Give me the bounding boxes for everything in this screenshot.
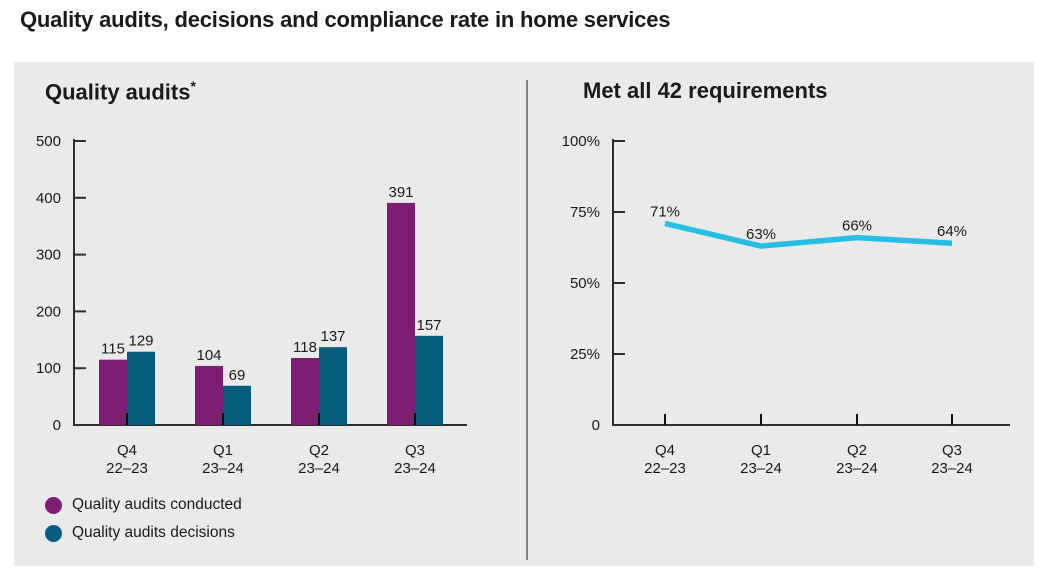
y-tick-label: 75% (570, 204, 600, 221)
bar-value-label: 391 (388, 184, 413, 201)
bar-value-label: 129 (128, 333, 153, 350)
x-category-label: Q3 23–24 (931, 442, 973, 477)
point-value-label: 64% (937, 223, 967, 240)
x-category-label: Q1 23–24 (202, 442, 244, 477)
y-tick-label: 0 (592, 417, 600, 434)
bar-value-label: 115 (101, 341, 125, 358)
bar-value-label: 137 (320, 328, 345, 345)
bar-conducted (291, 357, 319, 425)
bar-chart-title: Quality audits* (45, 78, 196, 105)
y-tick-label: 400 (36, 190, 61, 207)
bar-value-label: 104 (196, 347, 221, 364)
point-value-label: 63% (746, 226, 776, 243)
compliance-rate-line-chart: 0 25% 50% 75% 100% Q4 22–23 Q1 23–24 Q2 23–24 Q3 23–… (562, 133, 1010, 477)
page-title: Quality audits, decisions and compliance… (20, 7, 671, 32)
legend: Quality audits conducted Quality audits d… (45, 491, 242, 547)
bar-conducted (387, 202, 415, 425)
bar-value-label: 69 (229, 367, 246, 384)
y-tick-label: 100 (36, 360, 61, 377)
x-category-label: Q4 22–23 (644, 442, 686, 477)
bar-decisions (319, 347, 347, 425)
y-tick-label: 25% (570, 346, 600, 363)
bar-conducted (195, 365, 223, 425)
point-value-label: 71% (650, 203, 680, 220)
legend-item-label: Quality audits decisions (72, 524, 235, 541)
x-category-label: Q3 23–24 (394, 442, 436, 477)
point-value-label: 66% (842, 218, 872, 235)
y-tick-label: 0 (53, 417, 61, 434)
y-tick-label: 300 (36, 247, 61, 264)
trend-line (664, 220, 953, 249)
legend-swatch-conducted (45, 496, 62, 514)
x-category-label: Q2 23–24 (836, 442, 878, 477)
x-category-label: Q4 22–23 (106, 442, 148, 477)
quality-audits-bar-chart: 0 100 200 300 400 500 115 129 Q4 22–23 104 69 Q1 23–2… (36, 133, 467, 477)
legend-swatch-decisions (45, 524, 62, 542)
y-tick-label: 200 (36, 303, 61, 320)
chart-panel: 0 100 200 300 400 500 115 129 Q4 22–23 104 69 Q1 23–2… (14, 62, 1034, 566)
y-tick-label: 50% (570, 275, 600, 292)
bar-conducted (99, 359, 127, 425)
bar-decisions (127, 351, 155, 425)
bar-chart-title-text: Quality audits (45, 79, 191, 105)
y-tick-label: 100% (562, 133, 600, 150)
legend-item: Quality audits conducted (45, 491, 242, 519)
legend-item: Quality audits decisions (45, 519, 242, 547)
bar-decisions (223, 385, 251, 425)
bar-value-label: 157 (416, 317, 441, 334)
x-category-label: Q2 23–24 (298, 442, 340, 477)
legend-item-label: Quality audits conducted (72, 496, 242, 513)
footnote-asterisk: * (190, 78, 196, 94)
panel-divider (526, 80, 528, 560)
x-category-label: Q1 23–24 (740, 442, 782, 477)
line-chart-title: Met all 42 requirements (583, 78, 828, 103)
y-tick-label: 500 (36, 133, 61, 150)
bar-decisions (415, 335, 443, 425)
bar-value-label: 118 (293, 339, 317, 356)
